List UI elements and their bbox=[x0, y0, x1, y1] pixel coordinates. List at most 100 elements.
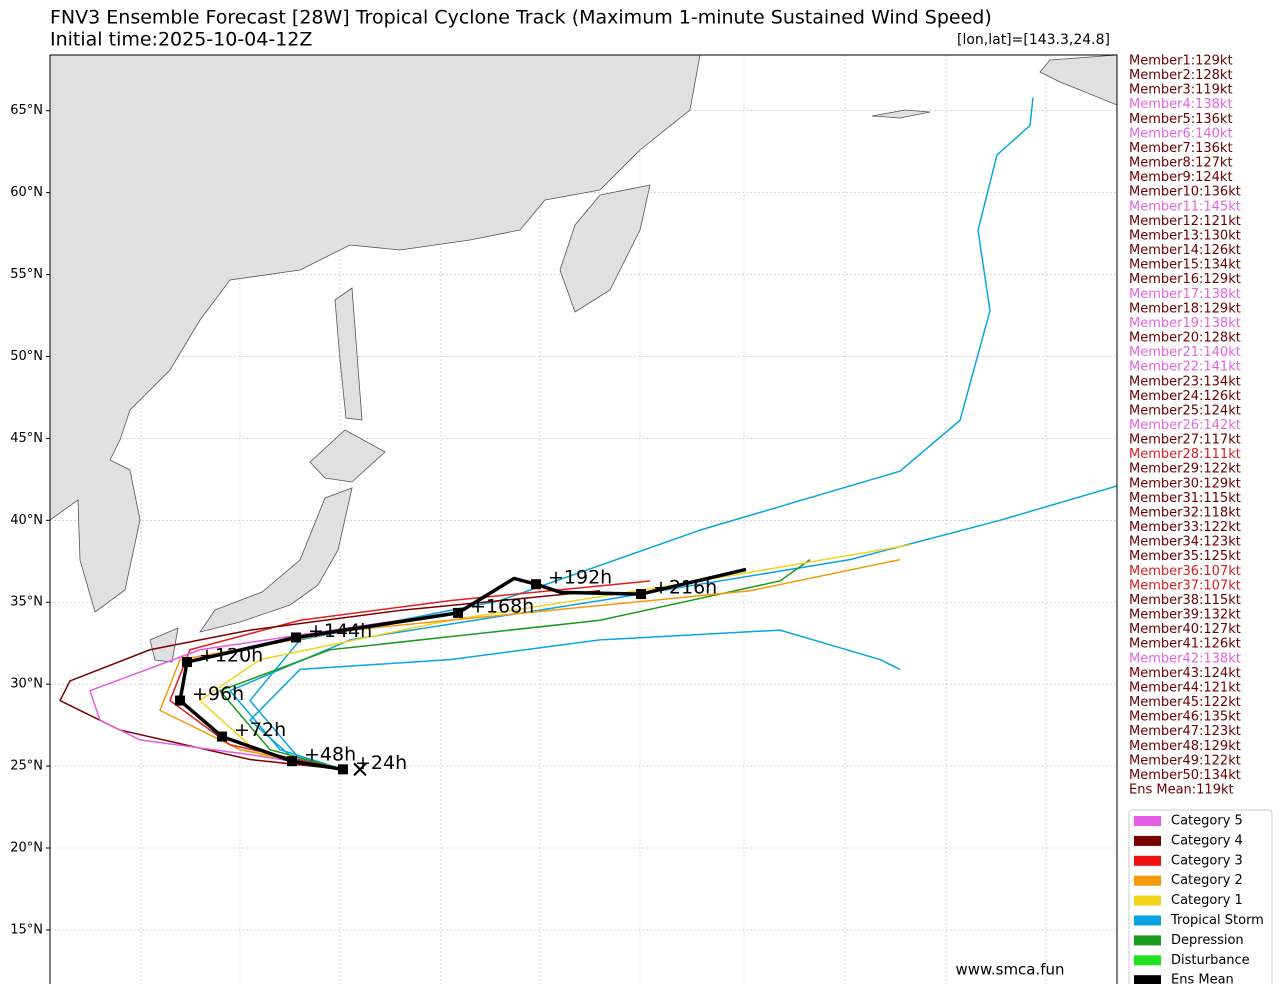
member-label: Member46:135kt bbox=[1129, 710, 1241, 725]
map-frame bbox=[49, 54, 1118, 984]
member-label: Member6:140kt bbox=[1129, 126, 1233, 141]
member-label: Member37:107kt bbox=[1129, 578, 1241, 593]
legend-label: Ens Mean bbox=[1171, 973, 1234, 984]
member-label: Member8:127kt bbox=[1129, 156, 1233, 171]
legend-swatch bbox=[1134, 955, 1161, 966]
honshu bbox=[199, 487, 353, 633]
position-label: [lon,lat]=[143.3,24.8] bbox=[957, 32, 1110, 48]
legend-swatch bbox=[1134, 895, 1161, 906]
member-label: Member30:129kt bbox=[1129, 476, 1241, 491]
member-label: Member4:138kt bbox=[1129, 97, 1233, 112]
y-tick-label: 65°N bbox=[10, 103, 43, 118]
legend-label: Category 5 bbox=[1171, 814, 1243, 829]
mean-marker bbox=[453, 607, 463, 618]
time-label: +24h bbox=[355, 752, 407, 774]
y-tick-label: 25°N bbox=[10, 759, 43, 774]
y-tick-label: 60°N bbox=[10, 185, 43, 200]
member-label: Member12:121kt bbox=[1129, 214, 1241, 229]
tracks bbox=[59, 97, 1117, 771]
member-label: Member43:124kt bbox=[1129, 666, 1241, 681]
member-label: Member39:132kt bbox=[1129, 608, 1241, 623]
time-label: +72h bbox=[234, 719, 286, 741]
legend-swatch bbox=[1134, 855, 1161, 866]
legend-swatch bbox=[1134, 915, 1161, 926]
member-label: Member41:126kt bbox=[1129, 637, 1241, 652]
member-label: Member18:129kt bbox=[1129, 301, 1241, 316]
member-label: Member21:140kt bbox=[1129, 345, 1241, 360]
mean-marker bbox=[636, 589, 646, 600]
member-label: Member19:138kt bbox=[1129, 316, 1241, 331]
watermark: www.smca.fun bbox=[955, 961, 1064, 979]
member-label: Member38:115kt bbox=[1129, 593, 1241, 608]
member-track bbox=[219, 559, 811, 771]
member-label: Ens Mean:119kt bbox=[1129, 783, 1234, 798]
member-label: Member35:125kt bbox=[1129, 549, 1241, 564]
time-label: +144h bbox=[308, 620, 372, 642]
sakhalin bbox=[334, 287, 363, 421]
chart-subtitle: Initial time:2025-10-04-12Z bbox=[50, 29, 312, 51]
mainland bbox=[50, 55, 701, 613]
alaska bbox=[1039, 55, 1117, 106]
time-label: +96h bbox=[192, 683, 244, 705]
legend-label: Depression bbox=[1171, 933, 1244, 948]
mean-marker bbox=[182, 657, 192, 668]
member-label: Member22:141kt bbox=[1129, 360, 1241, 375]
member-label: Member7:136kt bbox=[1129, 141, 1233, 156]
island bbox=[871, 109, 931, 119]
member-track bbox=[59, 590, 601, 771]
mean-marker bbox=[217, 731, 227, 742]
mean-marker bbox=[338, 764, 348, 775]
member-label: Member26:142kt bbox=[1129, 418, 1241, 433]
legend-label: Tropical Storm bbox=[1170, 913, 1264, 928]
member-label: Member34:123kt bbox=[1129, 535, 1241, 550]
mean-track-line bbox=[178, 567, 747, 772]
initial-marker bbox=[353, 762, 367, 777]
legend-swatch bbox=[1134, 935, 1161, 946]
member-label: Member25:124kt bbox=[1129, 403, 1241, 418]
member-list: Member1:129ktMember2:128ktMember3:119ktM… bbox=[1129, 54, 1241, 798]
member-label: Member9:124kt bbox=[1129, 170, 1233, 185]
map: +24h+48h +72h +96h +120h +144h +168h +192h +216… bbox=[50, 55, 1117, 984]
chart-title: FNV3 Ensemble Forecast [28W] Tropical Cy… bbox=[50, 7, 992, 29]
member-label: Member10:136kt bbox=[1129, 185, 1241, 200]
legend-swatch bbox=[1134, 835, 1161, 846]
member-label: Member48:129kt bbox=[1129, 739, 1241, 754]
land bbox=[50, 55, 1117, 663]
legend-label: Category 1 bbox=[1171, 893, 1243, 908]
member-label: Member32:118kt bbox=[1129, 505, 1241, 520]
member-label: Member24:126kt bbox=[1129, 389, 1241, 404]
member-track bbox=[89, 619, 401, 771]
legend-box bbox=[1128, 809, 1273, 984]
legend-swatch bbox=[1134, 816, 1161, 826]
member-label: Member23:134kt bbox=[1129, 374, 1241, 389]
member-label: Member16:129kt bbox=[1129, 272, 1241, 287]
member-label: Member33:122kt bbox=[1129, 520, 1241, 535]
time-label: +168h bbox=[470, 595, 534, 617]
mean-marker bbox=[175, 695, 185, 706]
legend: Category 5 Category 4 Category 3 Category 2… bbox=[1134, 814, 1264, 984]
y-axis: 15°N 20°N 25°N 30°N 35°N 40°N 45°N 50°N 55°N 60°N… bbox=[10, 103, 50, 937]
member-label: Member29:122kt bbox=[1129, 462, 1241, 477]
kamchatka bbox=[559, 184, 651, 313]
y-tick-label: 55°N bbox=[10, 267, 43, 282]
member-label: Member28:111kt bbox=[1129, 447, 1241, 462]
member-label: Member49:122kt bbox=[1129, 753, 1241, 768]
y-tick-label: 20°N bbox=[10, 841, 43, 856]
time-label: +120h bbox=[199, 645, 263, 667]
y-tick-label: 50°N bbox=[10, 349, 43, 364]
member-label: Member36:107kt bbox=[1129, 564, 1241, 579]
legend-label: Category 4 bbox=[1171, 833, 1243, 848]
member-label: Member50:134kt bbox=[1129, 768, 1241, 783]
y-tick-label: 30°N bbox=[10, 677, 43, 692]
member-label: Member5:136kt bbox=[1129, 112, 1233, 127]
kyushu bbox=[149, 627, 179, 663]
time-label: +48h bbox=[304, 744, 356, 766]
y-tick-label: 45°N bbox=[10, 431, 43, 446]
member-track bbox=[249, 629, 901, 771]
mean-marker bbox=[531, 579, 541, 590]
mean-marker bbox=[291, 632, 301, 643]
member-label: Member13:130kt bbox=[1129, 228, 1241, 243]
legend-label: Disturbance bbox=[1171, 953, 1250, 968]
